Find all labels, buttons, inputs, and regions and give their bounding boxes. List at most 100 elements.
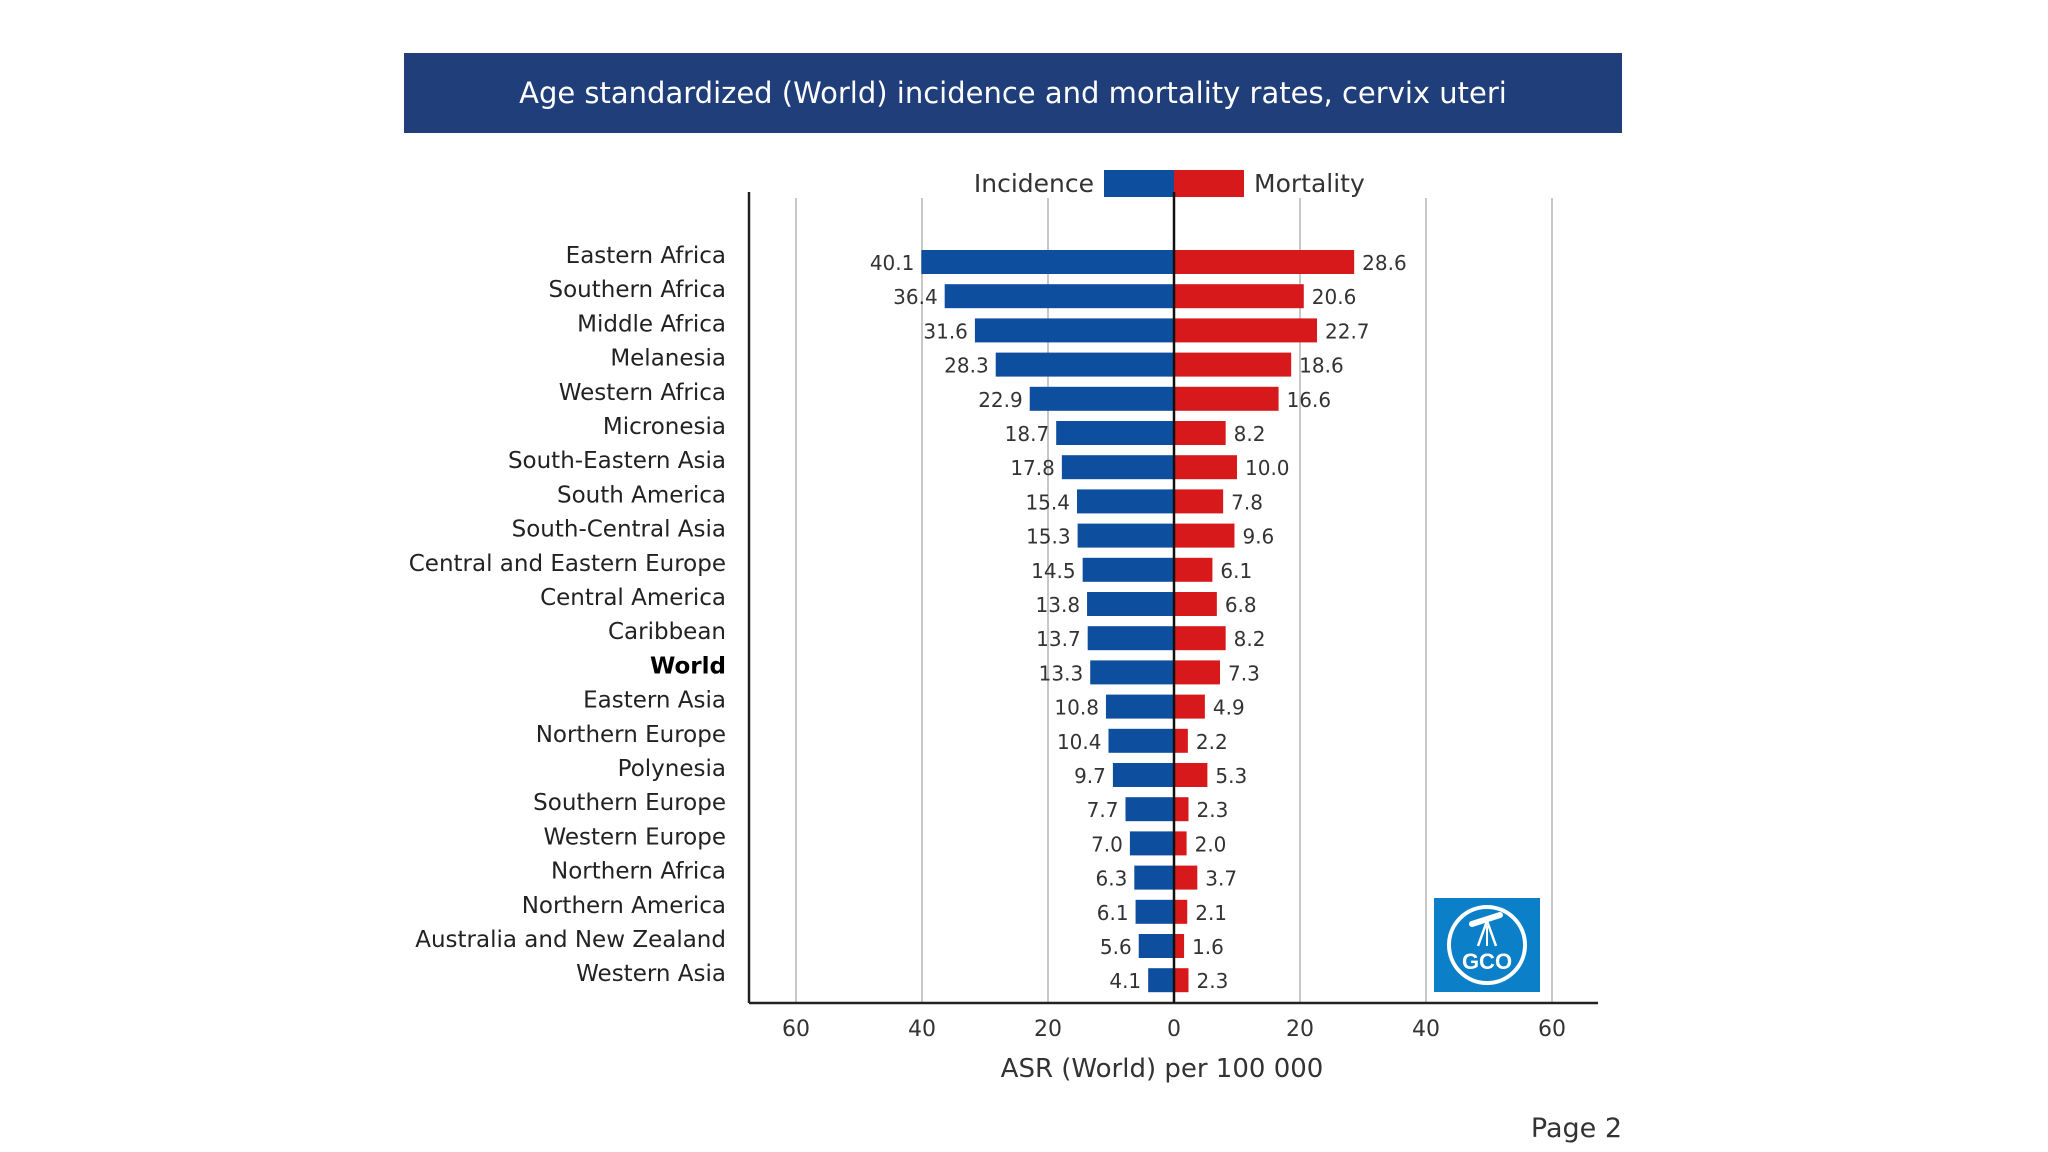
telescope-icon xyxy=(1469,912,1503,947)
category-label: Polynesia xyxy=(618,756,726,782)
mortality-value-label: 6.1 xyxy=(1220,559,1252,583)
x-tick-label: 20 xyxy=(1034,1017,1062,1042)
incidence-bar xyxy=(1029,386,1174,411)
mortality-bar xyxy=(1174,694,1205,719)
incidence-bar xyxy=(1087,592,1174,616)
mortality-bar xyxy=(1174,592,1217,616)
x-tick-label: 60 xyxy=(1538,1017,1566,1042)
mortality-value-label: 18.6 xyxy=(1299,354,1344,378)
incidence-bar xyxy=(974,318,1174,343)
mortality-value-label: 8.2 xyxy=(1234,422,1266,446)
incidence-value-label: 10.8 xyxy=(1054,696,1099,720)
mortality-value-label: 4.9 xyxy=(1213,696,1245,720)
incidence-bar xyxy=(1077,523,1174,548)
chart-title: Age standardized (World) incidence and m… xyxy=(404,53,1622,133)
mortality-bar xyxy=(1174,318,1318,343)
mortality-bar xyxy=(1174,626,1226,651)
x-tick-label: 40 xyxy=(1412,1017,1440,1042)
mortality-bar xyxy=(1174,386,1279,411)
incidence-bar xyxy=(1056,421,1174,445)
incidence-bar xyxy=(1135,899,1174,924)
incidence-value-label: 13.7 xyxy=(1036,627,1081,651)
category-label: Southern Africa xyxy=(548,277,726,303)
category-label: Eastern Africa xyxy=(566,243,726,269)
mortality-value-label: 5.3 xyxy=(1215,764,1247,788)
incidence-value-label: 28.3 xyxy=(944,354,989,378)
mortality-bar xyxy=(1174,934,1185,958)
gco-logo-text: GCO xyxy=(1462,949,1512,974)
legend-label-incidence: Incidence xyxy=(974,169,1094,198)
legend-swatch-mortality xyxy=(1174,170,1244,197)
incidence-bar xyxy=(944,284,1174,309)
x-tick-label: 60 xyxy=(782,1017,810,1042)
legend-swatch-incidence xyxy=(1104,170,1174,197)
mortality-value-label: 10.0 xyxy=(1245,456,1290,480)
mortality-value-label: 2.0 xyxy=(1195,832,1227,856)
category-label: Northern Europe xyxy=(536,722,726,748)
mortality-bar xyxy=(1174,250,1355,274)
incidence-value-label: 7.7 xyxy=(1087,798,1119,822)
mortality-bar xyxy=(1174,523,1235,548)
mortality-value-label: 22.7 xyxy=(1325,319,1370,343)
mortality-bar xyxy=(1174,660,1220,685)
category-label: Micronesia xyxy=(603,414,726,440)
category-label: South-Eastern Asia xyxy=(508,448,726,474)
category-label: Central America xyxy=(540,585,726,611)
mortality-value-label: 28.6 xyxy=(1362,251,1407,275)
category-label: Middle Africa xyxy=(577,311,726,337)
incidence-bar xyxy=(995,352,1174,377)
category-label: World xyxy=(650,653,726,679)
incidence-value-label: 9.7 xyxy=(1074,764,1106,788)
category-label: South America xyxy=(557,482,726,508)
legend-label-mortality: Mortality xyxy=(1254,169,1365,198)
mortality-value-label: 1.6 xyxy=(1192,935,1224,959)
incidence-bar xyxy=(1082,557,1174,582)
page-number: Page 2 xyxy=(1530,1113,1622,1144)
incidence-bar xyxy=(1125,797,1174,822)
incidence-bar xyxy=(921,250,1174,274)
mortality-bar xyxy=(1174,763,1208,787)
mortality-value-label: 2.3 xyxy=(1196,969,1228,993)
mortality-bar xyxy=(1174,557,1213,582)
incidence-value-label: 6.3 xyxy=(1095,867,1127,891)
incidence-value-label: 4.1 xyxy=(1109,969,1141,993)
category-label: Northern Africa xyxy=(551,859,726,885)
incidence-value-label: 40.1 xyxy=(870,251,915,275)
incidence-bar xyxy=(1087,626,1174,651)
category-label: Southern Europe xyxy=(533,790,726,816)
x-axis-label: ASR (World) per 100 000 xyxy=(1001,1054,1324,1084)
mortality-value-label: 3.7 xyxy=(1205,867,1237,891)
incidence-bar xyxy=(1138,934,1174,958)
category-label: Central and Eastern Europe xyxy=(409,551,726,577)
mortality-bar xyxy=(1174,421,1226,445)
mortality-value-label: 2.1 xyxy=(1195,901,1227,925)
mortality-bar xyxy=(1174,797,1189,822)
incidence-bar xyxy=(1112,763,1174,787)
x-tick-label: 40 xyxy=(908,1017,936,1042)
category-label: Western Asia xyxy=(576,961,726,987)
mortality-bar xyxy=(1174,831,1187,856)
incidence-value-label: 15.3 xyxy=(1026,525,1071,549)
incidence-value-label: 6.1 xyxy=(1097,901,1129,925)
incidence-bar xyxy=(1108,728,1174,753)
mortality-bar xyxy=(1174,728,1188,753)
incidence-bar xyxy=(1090,660,1174,685)
mortality-bar xyxy=(1174,284,1304,309)
incidence-value-label: 36.4 xyxy=(893,285,938,309)
category-label: Australia and New Zealand xyxy=(415,927,726,953)
incidence-bar xyxy=(1061,455,1174,480)
mortality-bar xyxy=(1174,968,1189,993)
mortality-value-label: 8.2 xyxy=(1234,627,1266,651)
x-tick-label: 20 xyxy=(1286,1017,1314,1042)
category-label: Caribbean xyxy=(608,619,726,645)
incidence-value-label: 22.9 xyxy=(978,388,1023,412)
gco-logo: GCO xyxy=(1434,898,1540,992)
mortality-value-label: 9.6 xyxy=(1242,525,1274,549)
incidence-bar xyxy=(1148,968,1174,993)
mortality-value-label: 2.3 xyxy=(1196,798,1228,822)
mortality-bar xyxy=(1174,455,1237,480)
incidence-bar xyxy=(1076,489,1174,514)
mortality-value-label: 7.3 xyxy=(1228,661,1260,685)
mortality-value-label: 20.6 xyxy=(1312,285,1357,309)
